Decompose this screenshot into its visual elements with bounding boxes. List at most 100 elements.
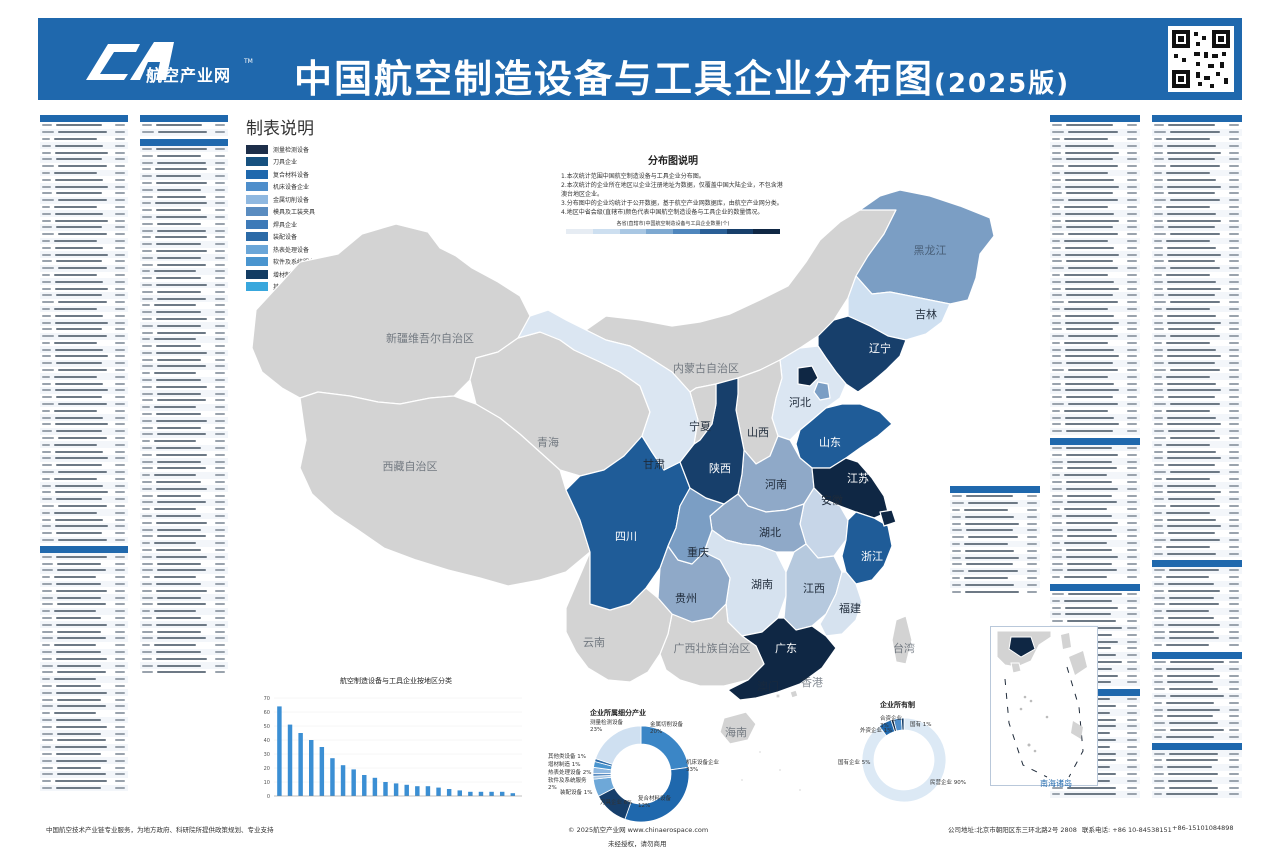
list-row — [140, 642, 228, 649]
list-cell — [42, 712, 50, 715]
list-cell — [1229, 294, 1239, 297]
list-cell — [115, 151, 125, 154]
list-cell — [1167, 457, 1222, 460]
list-cell — [1127, 185, 1137, 188]
list-row — [1152, 475, 1242, 482]
list-cell — [155, 277, 202, 280]
list-cell — [56, 698, 101, 701]
list-cell — [156, 317, 207, 320]
list-cell — [1229, 437, 1239, 440]
list-cell — [54, 443, 97, 446]
list-cell — [1166, 545, 1210, 548]
list-row — [140, 180, 228, 187]
scale-swatch — [619, 229, 647, 234]
inset-caption: 南海诸岛 — [1040, 779, 1072, 788]
list-cell — [1154, 287, 1164, 290]
list-cell — [1064, 474, 1108, 477]
list-cell — [156, 256, 201, 259]
list-row — [1152, 706, 1242, 713]
list-cell — [142, 413, 152, 416]
list-row — [1152, 462, 1242, 469]
list-cell — [1052, 487, 1063, 490]
province-label: 河南 — [765, 478, 787, 491]
list-cell — [1052, 555, 1063, 558]
list-cell — [142, 549, 152, 551]
list-cell — [1169, 369, 1220, 372]
list-cell — [1065, 549, 1112, 551]
list-cell — [142, 249, 153, 252]
list-cell — [55, 287, 109, 290]
list-cell — [952, 542, 961, 545]
list-row — [40, 210, 128, 218]
list-cell — [54, 678, 97, 681]
province-四川 — [565, 435, 691, 611]
list-row — [1050, 427, 1140, 435]
list-cell — [1229, 205, 1239, 208]
list-cell — [115, 732, 125, 735]
list-row — [40, 223, 128, 231]
list-row — [950, 554, 1040, 561]
list-cell — [115, 239, 125, 242]
list-cell — [115, 746, 125, 749]
list-cell — [56, 555, 107, 558]
list-cell — [1066, 453, 1118, 456]
list-cell — [57, 233, 108, 236]
list-cell — [55, 491, 109, 494]
list-row — [1050, 128, 1140, 136]
list-cell — [1127, 674, 1137, 677]
list-row — [140, 411, 228, 418]
list-cell — [57, 671, 107, 674]
list-cell — [42, 178, 51, 181]
list-section-header — [1152, 115, 1242, 122]
list-row — [1152, 790, 1242, 798]
list-cell — [1229, 430, 1239, 433]
list-cell — [42, 131, 54, 134]
list-row — [40, 380, 128, 387]
list-cell — [1168, 226, 1216, 229]
list-cell — [142, 494, 153, 497]
list-cell — [142, 433, 154, 436]
province-label: 甘肃 — [643, 458, 665, 471]
list-cell — [55, 389, 109, 392]
list-cell — [964, 542, 1008, 545]
list-cell — [156, 419, 207, 422]
list-cell — [42, 786, 52, 789]
ca-logo-icon — [86, 42, 174, 80]
list-cell — [156, 392, 201, 395]
list-cell — [1052, 375, 1061, 378]
list-cell — [1064, 137, 1108, 140]
list-cell — [42, 698, 53, 701]
list-cell — [1229, 589, 1239, 592]
list-cell — [1166, 409, 1210, 412]
list-cell — [1067, 535, 1118, 538]
list-row — [140, 186, 228, 194]
list-cell — [115, 307, 125, 310]
list-cell — [142, 297, 154, 300]
list-row — [40, 743, 128, 751]
list-row — [140, 403, 228, 411]
list-cell — [1169, 722, 1219, 725]
list-row — [40, 757, 128, 765]
list-cell — [1229, 151, 1239, 154]
list-cell — [1229, 287, 1239, 290]
list-cell — [1127, 260, 1137, 263]
list-cell — [154, 610, 197, 613]
list-cell — [1154, 355, 1164, 358]
list-cell — [115, 423, 125, 426]
list-cell — [1067, 403, 1118, 406]
list-row — [1152, 190, 1242, 197]
list-cell — [54, 416, 103, 419]
list-cell — [215, 562, 225, 565]
list-cell — [1127, 144, 1137, 147]
list-row — [40, 489, 128, 496]
list-cell — [56, 192, 103, 195]
y-tick-label: 40 — [264, 738, 270, 744]
list-cell — [54, 273, 97, 276]
list-cell — [1168, 786, 1218, 789]
list-cell — [57, 773, 107, 776]
list-cell — [1027, 515, 1037, 518]
list-cell — [115, 630, 125, 633]
list-cell — [42, 457, 52, 460]
list-cell — [1127, 640, 1137, 643]
list-cell — [1064, 542, 1108, 545]
